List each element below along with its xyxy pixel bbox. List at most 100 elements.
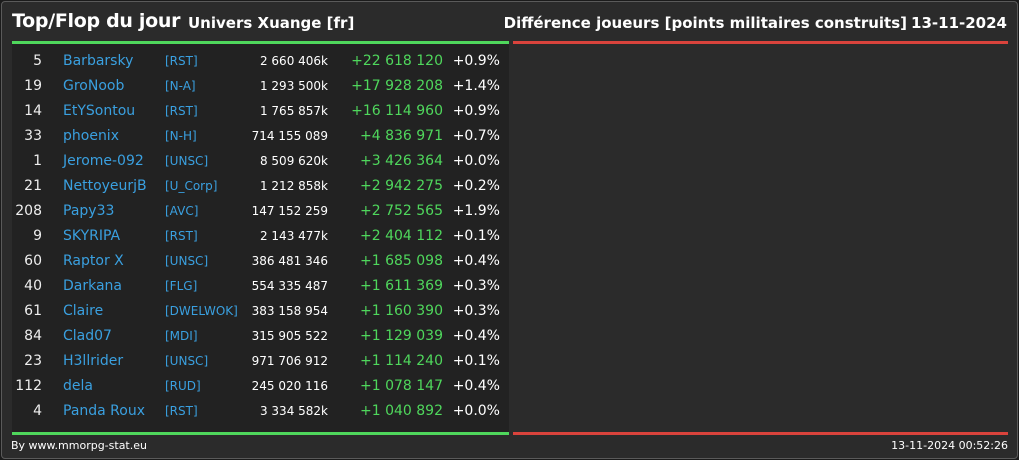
player-name-link[interactable]: Panda Roux [63, 403, 146, 419]
percent-change: +0.9% [452, 103, 500, 119]
points-difference: +1 685 098 [360, 253, 443, 269]
points-difference: +2 752 565 [360, 203, 443, 219]
percent-change: +1.4% [452, 78, 500, 94]
percent-change: +0.7% [452, 128, 500, 144]
points-difference: +22 618 120 [351, 53, 443, 69]
metric-label: Différence joueurs [points militaires co… [503, 14, 907, 32]
points-difference: +1 160 390 [360, 303, 443, 319]
alliance-tag-link[interactable]: [RST] [165, 54, 198, 68]
universe-label: Univers Xuange [fr] [188, 14, 355, 32]
alliance-tag-link[interactable]: [N-H] [165, 129, 197, 143]
flop-bottom-divider-red [513, 432, 1008, 435]
points-difference: +2 942 275 [360, 178, 443, 194]
table-row: 14 EtYSontou [RST] 1 765 857k +16 114 960 +0.… [12, 99, 509, 124]
alliance-tag-link[interactable]: [DWELWOK] [165, 304, 238, 318]
percent-change: +0.2% [452, 178, 500, 194]
percent-change: +0.3% [452, 278, 500, 294]
alliance-tag-link[interactable]: [UNSC] [165, 254, 209, 268]
alliance-tag-link[interactable]: [FLG] [165, 279, 198, 293]
player-rank: 1 [33, 153, 42, 169]
percent-change: +0.1% [452, 353, 500, 369]
points-difference: +1 129 039 [360, 328, 443, 344]
table-row: 112 dela [RUD] 245 020 116 +1 078 147 +0.4% [12, 374, 509, 399]
player-name-link[interactable]: NettoyeurjB [63, 178, 147, 194]
player-name-link[interactable]: Barbarsky [63, 53, 134, 69]
table-row: 21 NettoyeurjB [U_Corp] 1 212 858k +2 942 27… [12, 174, 509, 199]
player-points: 1 293 500k [259, 79, 328, 93]
alliance-tag-link[interactable]: [N-A] [165, 79, 196, 93]
table-row: 1 Jerome-092 [UNSC] 8 509 620k +3 426 364 +0.… [12, 149, 509, 174]
player-rank: 84 [24, 328, 42, 344]
player-rank: 33 [24, 128, 42, 144]
points-difference: +17 928 208 [351, 78, 443, 94]
alliance-tag-link[interactable]: [AVC] [165, 204, 199, 218]
player-name-link[interactable]: Jerome-092 [63, 153, 144, 169]
percent-change: +0.1% [452, 228, 500, 244]
player-points: 3 334 582k [259, 404, 328, 418]
alliance-tag-link[interactable]: [UNSC] [165, 154, 209, 168]
player-name-link[interactable]: H3llrider [63, 353, 124, 369]
player-name-link[interactable]: SKYRIPA [63, 228, 121, 244]
player-points: 386 481 346 [251, 254, 328, 268]
player-name-link[interactable]: dela [63, 378, 93, 394]
player-name-link[interactable]: Raptor X [63, 253, 124, 269]
player-name-link[interactable]: Darkana [63, 278, 123, 294]
player-name-link[interactable]: phoenix [63, 128, 119, 144]
percent-change: +0.0% [452, 403, 500, 419]
player-rank: 5 [33, 53, 42, 69]
source-credit: By www.mmorpg-stat.eu [11, 439, 147, 452]
flop-panel [513, 44, 1008, 432]
player-rank: 9 [33, 228, 42, 244]
player-rank: 21 [24, 178, 42, 194]
player-rank: 208 [15, 203, 42, 219]
table-row: 5 Barbarsky [RST] 2 660 406k +22 618 120 +0.9… [12, 49, 509, 74]
percent-change: +0.4% [452, 378, 500, 394]
alliance-tag-link[interactable]: [RUD] [165, 379, 201, 393]
points-difference: +2 404 112 [360, 228, 443, 244]
table-row: 60 Raptor X [UNSC] 386 481 346 +1 685 098 +0.… [12, 249, 509, 274]
alliance-tag-link[interactable]: [RST] [165, 229, 198, 243]
player-points: 2 660 406k [259, 54, 328, 68]
player-points: 1 212 858k [259, 179, 328, 193]
percent-change: +0.4% [452, 253, 500, 269]
points-difference: +1 078 147 [360, 378, 443, 394]
player-points: 714 155 089 [251, 129, 328, 143]
top-panel: 5 Barbarsky [RST] 2 660 406k +22 618 120 +0.9… [12, 44, 509, 432]
table-row: 4 Panda Roux [RST] 3 334 582k +1 040 892 +0.0… [12, 399, 509, 424]
player-name-link[interactable]: Clad07 [63, 328, 112, 344]
player-name-link[interactable]: EtYSontou [63, 103, 136, 119]
player-name-link[interactable]: Claire [63, 303, 104, 319]
alliance-tag-link[interactable]: [U_Corp] [165, 179, 218, 193]
points-difference: +4 836 971 [360, 128, 443, 144]
percent-change: +1.9% [452, 203, 500, 219]
player-rank: 112 [15, 378, 42, 394]
page-title: Top/Flop du jour [12, 10, 181, 32]
header: Top/Flop du jour Univers Xuange [fr] Dif… [2, 2, 1017, 42]
table-row: 208 Papy33 [AVC] 147 152 259 +2 752 565 +1.9% [12, 199, 509, 224]
report-date: 13-11-2024 [911, 14, 1007, 32]
top-bottom-divider-green [12, 432, 509, 435]
player-points: 8 509 620k [259, 154, 328, 168]
percent-change: +0.0% [452, 153, 500, 169]
player-name-link[interactable]: GroNoob [63, 78, 125, 94]
player-name-link[interactable]: Papy33 [63, 203, 115, 219]
alliance-tag-link[interactable]: [UNSC] [165, 354, 209, 368]
player-rank: 4 [33, 403, 42, 419]
generated-timestamp: 13-11-2024 00:52:26 [891, 439, 1008, 452]
table-row: 33 phoenix [N-H] 714 155 089 +4 836 971 +0.7% [12, 124, 509, 149]
points-difference: +1 114 240 [360, 353, 443, 369]
alliance-tag-link[interactable]: [RST] [165, 404, 198, 418]
top-list: 5 Barbarsky [RST] 2 660 406k +22 618 120 +0.9… [12, 49, 509, 424]
player-rank: 14 [24, 103, 42, 119]
player-rank: 61 [24, 303, 42, 319]
player-points: 971 706 912 [251, 354, 328, 368]
player-points: 245 020 116 [251, 379, 328, 393]
alliance-tag-link[interactable]: [MDI] [165, 329, 198, 343]
top-divider-green [12, 41, 509, 44]
player-points: 147 152 259 [251, 204, 328, 218]
alliance-tag-link[interactable]: [RST] [165, 104, 198, 118]
table-row: 61 Claire [DWELWOK] 383 158 954 +1 160 390 +0… [12, 299, 509, 324]
player-rank: 40 [24, 278, 42, 294]
player-rank: 19 [24, 78, 42, 94]
